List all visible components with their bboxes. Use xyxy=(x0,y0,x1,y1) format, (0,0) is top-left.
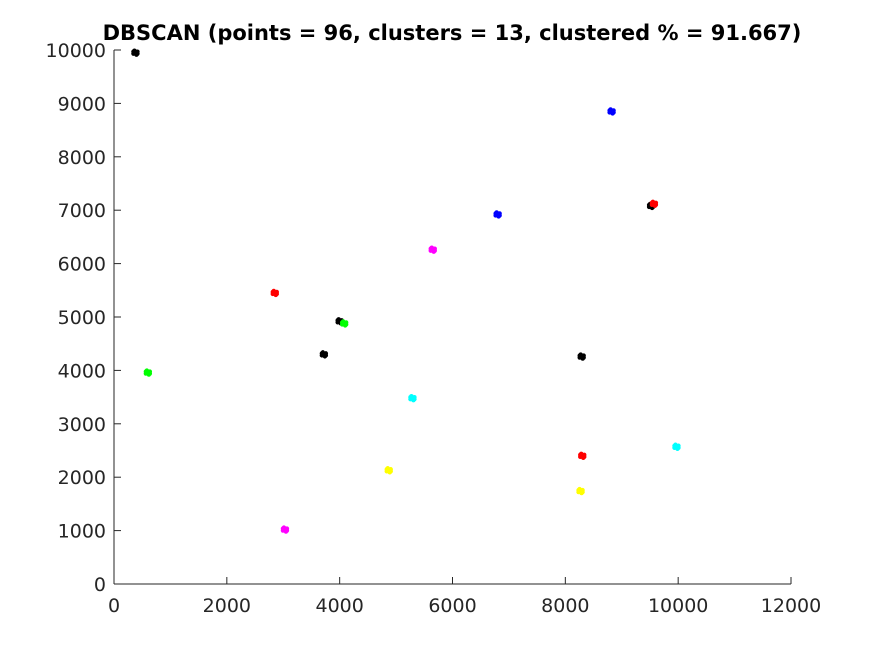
point-marker xyxy=(319,351,325,356)
data-point-black xyxy=(577,352,586,361)
y-tick-label: 0 xyxy=(94,574,106,596)
point-marker xyxy=(343,322,349,327)
point-marker xyxy=(581,355,586,360)
data-point-cyan xyxy=(408,393,417,403)
data-point-red xyxy=(270,288,279,298)
point-marker xyxy=(428,246,433,251)
point-marker xyxy=(580,489,585,495)
point-marker xyxy=(131,49,136,54)
data-point-magenta xyxy=(428,245,437,254)
point-marker xyxy=(676,445,681,450)
data-point-blue xyxy=(607,107,616,116)
point-marker xyxy=(284,528,290,533)
point-marker xyxy=(388,469,393,474)
data-point-black xyxy=(319,350,329,359)
data-point-green xyxy=(143,368,153,377)
point-marker xyxy=(408,394,413,400)
point-marker xyxy=(323,353,329,358)
data-point-black xyxy=(131,48,140,57)
point-marker xyxy=(493,211,498,216)
point-marker xyxy=(576,487,581,493)
point-marker xyxy=(135,51,140,56)
point-marker xyxy=(653,202,659,207)
point-marker xyxy=(412,396,417,402)
y-tick-label: 9000 xyxy=(58,93,106,115)
y-tick-label: 8000 xyxy=(58,147,106,169)
point-marker xyxy=(147,371,153,376)
data-point-red xyxy=(649,199,659,208)
point-marker xyxy=(339,320,345,325)
y-tick-label: 10000 xyxy=(46,40,106,62)
point-marker xyxy=(578,452,583,458)
point-marker xyxy=(280,526,286,531)
y-tick-label: 5000 xyxy=(58,307,106,329)
axes xyxy=(113,50,791,585)
point-marker xyxy=(577,353,582,358)
point-marker xyxy=(582,454,587,460)
x-tick-label: 2000 xyxy=(203,595,251,617)
data-point-blue xyxy=(493,210,502,219)
point-marker xyxy=(607,108,612,113)
point-marker xyxy=(335,318,340,323)
data-point-green xyxy=(339,319,349,328)
y-tick-label: 4000 xyxy=(58,360,106,382)
ticks: 0 2000 4000 6000 8000 10000 12000 0 1000 2000 3000… xyxy=(46,40,822,617)
y-tick-label: 7000 xyxy=(58,200,106,222)
x-tick-label: 4000 xyxy=(315,595,363,617)
x-tick-label: 6000 xyxy=(428,595,476,617)
data-point-yellow xyxy=(576,486,585,496)
point-marker xyxy=(143,369,149,374)
data-point-red xyxy=(578,451,587,461)
x-tick-label: 10000 xyxy=(648,595,708,617)
data-point-yellow xyxy=(384,466,393,475)
data-points xyxy=(131,48,681,534)
point-marker xyxy=(497,213,502,218)
point-marker xyxy=(270,289,275,295)
point-marker xyxy=(384,467,389,472)
y-tick-label: 2000 xyxy=(58,467,106,489)
y-tick-label: 3000 xyxy=(58,414,106,436)
y-tick-label: 1000 xyxy=(58,521,106,543)
point-marker xyxy=(649,200,655,205)
chart-title: DBSCAN (points = 96, clusters = 13, clus… xyxy=(103,21,802,45)
data-point-magenta xyxy=(280,525,290,534)
x-tick-label: 0 xyxy=(108,595,120,617)
point-marker xyxy=(611,110,616,115)
x-tick-label: 12000 xyxy=(761,595,821,617)
y-tick-label: 6000 xyxy=(58,254,106,276)
point-marker xyxy=(432,248,437,253)
point-marker xyxy=(672,443,677,448)
data-point-cyan xyxy=(672,442,681,451)
point-marker xyxy=(274,291,279,297)
x-tick-label: 8000 xyxy=(541,595,589,617)
